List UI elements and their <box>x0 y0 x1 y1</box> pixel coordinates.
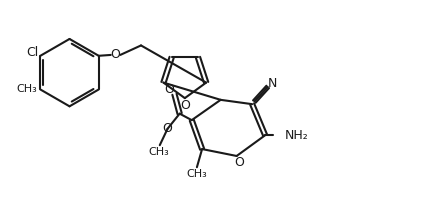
Text: O: O <box>181 99 191 112</box>
Text: CH₃: CH₃ <box>187 169 207 179</box>
Text: N: N <box>268 77 277 90</box>
Text: O: O <box>162 122 172 135</box>
Text: O: O <box>110 48 120 61</box>
Text: O: O <box>164 83 174 96</box>
Text: CH₃: CH₃ <box>149 147 169 157</box>
Text: NH₂: NH₂ <box>285 129 309 142</box>
Text: Cl: Cl <box>26 46 38 59</box>
Text: CH₃: CH₃ <box>16 85 37 95</box>
Text: O: O <box>234 156 244 169</box>
